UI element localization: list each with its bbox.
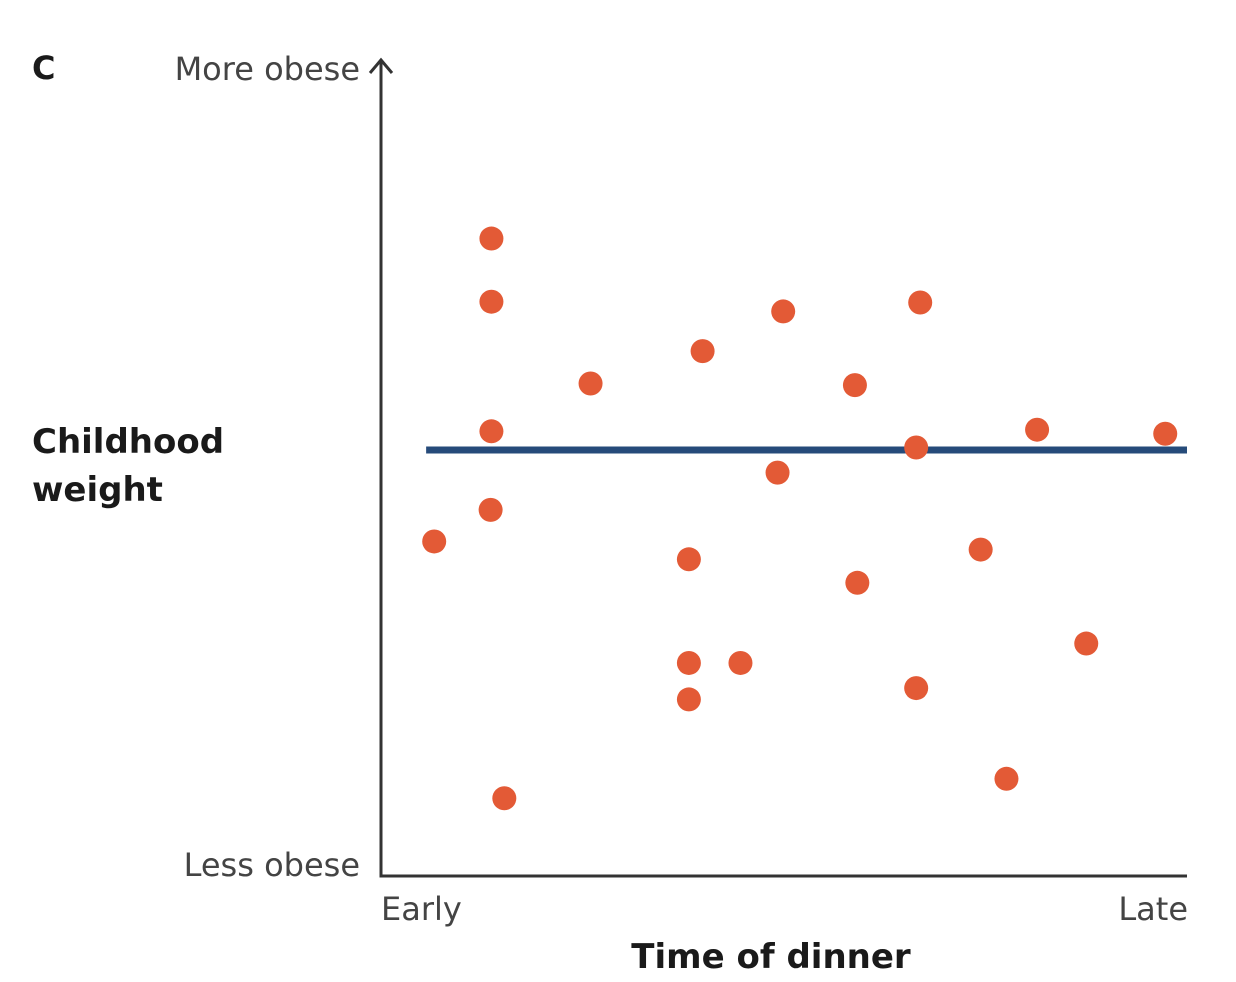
y-axis-title-line-1: Childhood: [32, 422, 224, 462]
data-points: [422, 226, 1178, 811]
data-point: [765, 460, 790, 485]
data-point: [1074, 631, 1099, 656]
data-point: [578, 371, 603, 396]
data-point: [1025, 417, 1050, 442]
data-point: [908, 290, 933, 315]
data-point: [904, 435, 929, 460]
data-point: [771, 299, 796, 324]
x-axis-max-label: Late: [1118, 890, 1188, 928]
data-point: [842, 373, 867, 398]
data-point: [478, 497, 503, 522]
data-point: [690, 339, 715, 364]
data-point: [676, 547, 701, 572]
data-point: [968, 537, 993, 562]
data-point: [479, 226, 504, 251]
data-point: [994, 766, 1019, 791]
data-point: [422, 529, 447, 554]
data-point: [676, 687, 701, 712]
y-axis-title: Childhood weight: [32, 422, 224, 510]
panel-label: C: [32, 49, 55, 87]
data-point: [728, 650, 753, 675]
data-point: [492, 786, 517, 811]
y-axis-max-label: More obese: [175, 50, 360, 88]
y-axis-arrowhead: [368, 57, 394, 74]
data-point: [479, 289, 504, 314]
axes: [368, 57, 1187, 878]
y-axis-min-label: Less obese: [184, 846, 360, 884]
x-axis-title: Time of dinner: [631, 937, 911, 977]
x-axis-min-label: Early: [381, 890, 462, 928]
data-point: [479, 419, 504, 444]
data-point: [904, 676, 929, 701]
data-point: [676, 650, 701, 675]
y-axis-title-line-2: weight: [32, 470, 163, 510]
data-point: [845, 570, 870, 595]
data-point: [1153, 421, 1178, 446]
